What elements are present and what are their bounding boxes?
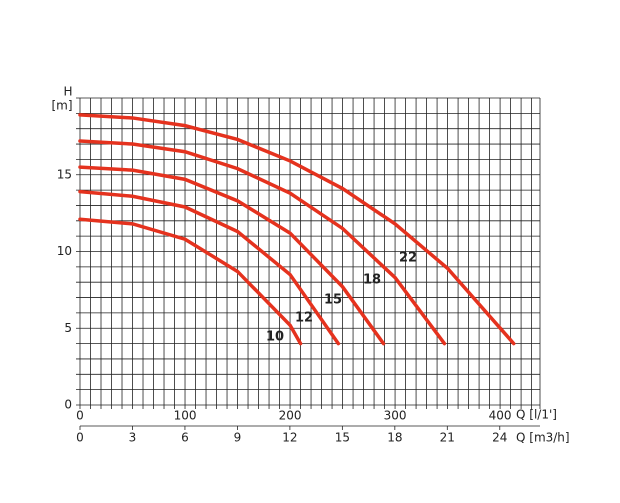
x2-tick-label: 24 (492, 431, 507, 445)
y-tick-label: 5 (64, 321, 72, 335)
x2-tick-label: 0 (76, 431, 84, 445)
x-tick-label: 200 (279, 409, 302, 423)
curve (78, 217, 303, 346)
x-axis-label: Q [l/1'] (516, 408, 557, 422)
x2-tick-label: 21 (440, 431, 455, 445)
x2-tick-label: 6 (181, 431, 189, 445)
x2-axis-label: Q [m3/h] (516, 431, 570, 445)
x-tick-label: 300 (384, 409, 407, 423)
curve-label: 18 (363, 273, 381, 288)
x-tick-label: 0 (76, 409, 84, 423)
curve (78, 189, 341, 346)
x-tick-label: 100 (174, 409, 197, 423)
x2-tick-label: 3 (129, 431, 137, 445)
curve (78, 113, 516, 346)
y-tick-label: 15 (57, 167, 72, 181)
x2-tick-label: 18 (387, 431, 402, 445)
y-axis-label: H (63, 85, 72, 99)
curve (78, 165, 386, 346)
curve (78, 139, 447, 346)
curve-label: 12 (295, 311, 313, 326)
x-tick-label: 400 (489, 409, 512, 423)
x2-tick-label: 15 (335, 431, 350, 445)
y-axis-unit: [m] (51, 99, 72, 113)
curve-label: 22 (399, 251, 417, 266)
curve-label: 15 (324, 293, 342, 308)
x2-tick-label: 12 (282, 431, 297, 445)
y-tick-label: 0 (64, 398, 72, 412)
curve-label: 10 (266, 330, 284, 345)
x2-tick-label: 9 (234, 431, 242, 445)
y-tick-label: 10 (57, 244, 72, 258)
